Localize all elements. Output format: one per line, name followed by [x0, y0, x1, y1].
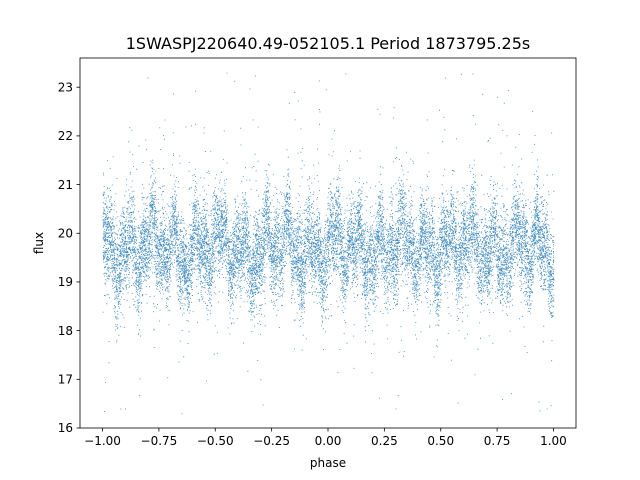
y-tick-label: 22 — [58, 129, 73, 143]
y-tick-label: 18 — [58, 324, 73, 338]
x-tick-label: 0.00 — [315, 434, 342, 448]
y-axis-label: flux — [32, 232, 46, 254]
x-tick-label: −0.75 — [141, 434, 178, 448]
x-tick-label: −1.00 — [84, 434, 121, 448]
chart-title: 1SWASPJ220640.49-052105.1 Period 1873795… — [126, 34, 531, 53]
x-tick-label: 0.50 — [427, 434, 454, 448]
x-tick-label: 0.75 — [484, 434, 511, 448]
y-tick-label: 17 — [58, 373, 73, 387]
y-axis-ticks: 16 17 18 19 20 21 22 23 — [58, 80, 80, 435]
x-axis-label: phase — [310, 456, 346, 470]
data-points — [102, 72, 555, 415]
y-tick-label: 19 — [58, 275, 73, 289]
y-tick-label: 21 — [58, 178, 73, 192]
y-tick-label: 23 — [58, 80, 73, 94]
x-tick-label: 1.00 — [540, 434, 567, 448]
x-axis-ticks: −1.00 −0.75 −0.50 −0.25 0.00 0.25 0.50 0.75 1.00 — [84, 428, 567, 448]
x-tick-label: 0.25 — [371, 434, 398, 448]
y-tick-label: 16 — [58, 421, 73, 435]
y-tick-label: 20 — [58, 226, 73, 240]
flux-points — [102, 72, 555, 415]
x-tick-label: −0.25 — [253, 434, 290, 448]
x-tick-label: −0.50 — [197, 434, 234, 448]
